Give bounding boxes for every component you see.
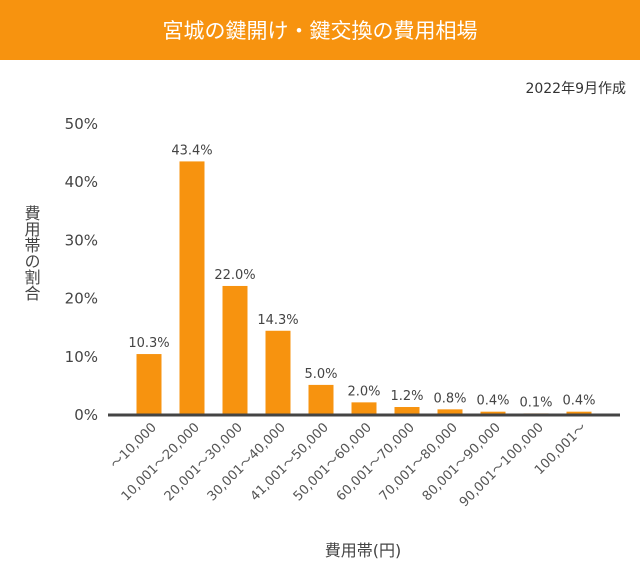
- data-label: 2.0%: [347, 384, 380, 399]
- data-label: 0.4%: [562, 394, 595, 409]
- bar: [308, 384, 334, 414]
- bar: [480, 411, 506, 414]
- x-tick-label: 60,001～70,000: [334, 420, 418, 504]
- data-label: 1.2%: [390, 389, 423, 404]
- x-tick-label: 80,001～90,000: [420, 420, 504, 504]
- data-label: 0.8%: [433, 391, 466, 406]
- data-label: 14.3%: [257, 313, 298, 328]
- bar: [351, 402, 377, 414]
- bar: [179, 161, 205, 414]
- x-tick-label: 41,001～50,000: [248, 420, 332, 504]
- x-tick-label: 50,001～60,000: [291, 420, 375, 504]
- bar: [437, 409, 463, 414]
- y-tick-label: 0%: [74, 406, 98, 424]
- data-label: 10.3%: [128, 336, 169, 351]
- data-label: 22.0%: [214, 268, 255, 283]
- data-label: 43.4%: [171, 143, 212, 158]
- x-tick-label: 10,001～20,000: [119, 420, 203, 504]
- x-tick-label: 30,001～40,000: [205, 420, 289, 504]
- bar: [566, 411, 592, 414]
- bar: [222, 285, 248, 414]
- data-label: 0.1%: [519, 395, 552, 410]
- bar: [394, 407, 420, 414]
- x-tick-label: 20,001～30,000: [162, 420, 246, 504]
- x-tick-label: 70,001～80,000: [377, 420, 461, 504]
- y-tick-label: 10%: [65, 348, 98, 366]
- y-tick-label: 30%: [65, 231, 98, 249]
- chart-title-banner: 宮城の鍵開け・鍵交換の費用相場: [0, 0, 640, 60]
- y-tick-label: 50%: [65, 115, 98, 133]
- y-tick-label: 20%: [65, 290, 98, 308]
- y-axis-label: 費用帯の割合: [22, 205, 41, 301]
- y-tick-label: 40%: [65, 173, 98, 191]
- data-label: 5.0%: [304, 367, 337, 382]
- date-note: 2022年9月作成: [525, 81, 626, 97]
- x-axis-label: 費用帯(円): [325, 541, 402, 560]
- bar: [136, 354, 162, 414]
- data-label: 0.4%: [476, 394, 509, 409]
- bar: [265, 330, 291, 414]
